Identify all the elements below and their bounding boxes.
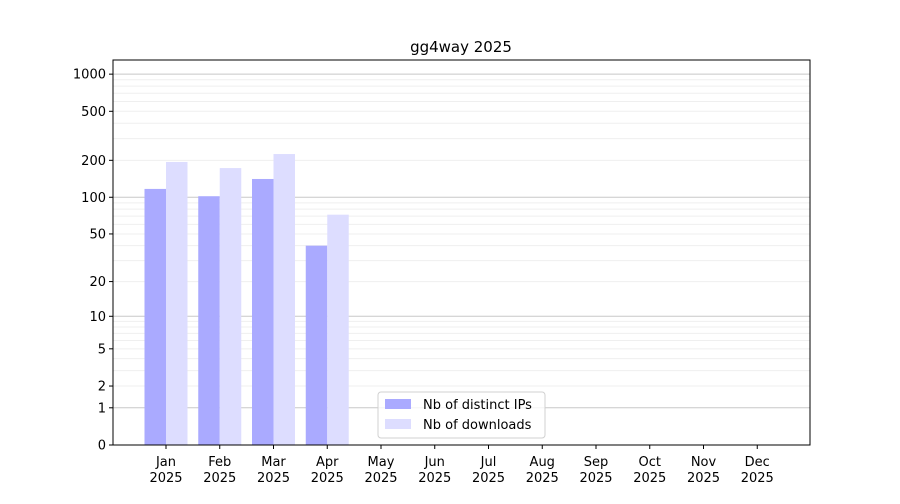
y-tick-label: 200 (81, 154, 106, 169)
x-tick-label: Sep 2025 (579, 455, 612, 486)
x-tick-label: Jan 2025 (149, 455, 182, 486)
y-tick-label: 20 (89, 275, 106, 290)
legend-label: Nb of distinct IPs (423, 398, 532, 413)
y-tick-label: 100 (81, 191, 106, 206)
x-tick-label: Feb 2025 (203, 455, 236, 486)
y-tick-label: 2 (98, 380, 106, 395)
y-tick-label: 5 (98, 342, 106, 357)
chart-title: gg4way 2025 (410, 38, 512, 56)
bar-downloads (166, 161, 188, 445)
x-tick-label: Apr 2025 (311, 455, 344, 486)
y-tick-label: 10 (89, 310, 106, 325)
x-tick-label: Jul 2025 (472, 455, 505, 486)
bar-distinct-ips (144, 188, 166, 445)
bar-distinct-ips (252, 178, 274, 445)
x-tick-label: Jun 2025 (418, 455, 451, 486)
x-tick-label: Aug 2025 (526, 455, 559, 486)
y-axis: 0 1 2 5 10 20 50 100 200 500 1000 (73, 68, 113, 454)
bar-downloads (273, 154, 295, 445)
bar-distinct-ips (305, 245, 328, 445)
bars (144, 154, 349, 445)
legend-label: Nb of downloads (423, 418, 532, 433)
legend-swatch (385, 419, 411, 429)
legend-swatch (385, 399, 411, 409)
plot-frame (112, 59, 811, 446)
y-tick-label: 50 (89, 227, 106, 242)
x-tick-label: Nov 2025 (687, 455, 720, 486)
legend-box (377, 391, 546, 439)
legend: Nb of distinct IPs Nb of downloads (377, 391, 546, 439)
bar-downloads (219, 168, 242, 445)
x-tick-label: Oct 2025 (633, 455, 666, 486)
y-tick-label: 1000 (73, 68, 106, 83)
x-tick-label: Dec 2025 (741, 455, 774, 486)
bar-distinct-ips (198, 196, 220, 445)
y-tick-label: 0 (98, 439, 106, 454)
x-tick-label: Mar 2025 (257, 455, 290, 486)
x-tick-label: May 2025 (364, 455, 397, 486)
bar-downloads (327, 214, 349, 445)
y-tick-label: 1 (98, 401, 106, 416)
y-tick-label: 500 (81, 105, 106, 120)
x-axis: Jan 2025 Feb 2025 Mar 2025 Apr 2025 May 2025 Jun 20… (149, 445, 774, 486)
